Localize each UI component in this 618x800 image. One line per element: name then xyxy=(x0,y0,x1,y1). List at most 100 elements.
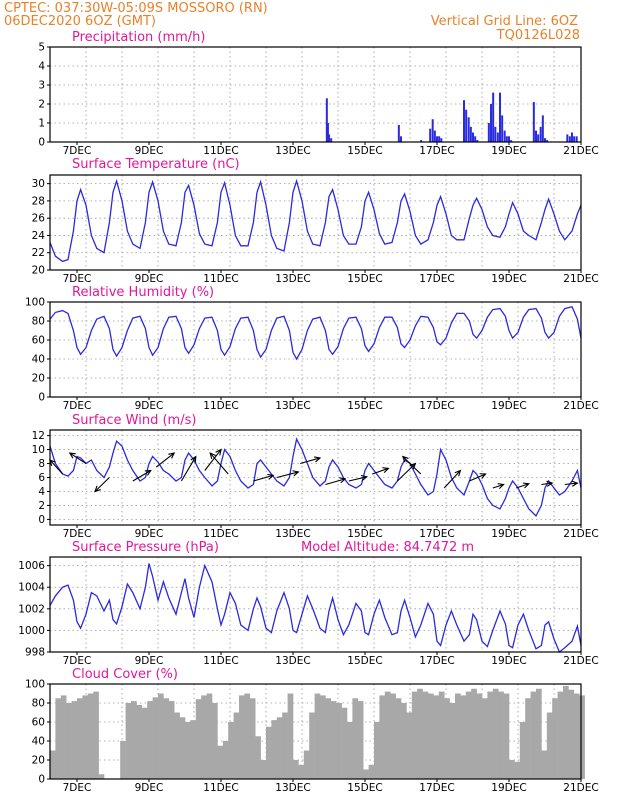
wind-arrow xyxy=(325,477,347,486)
precip-bar xyxy=(420,140,423,142)
cloud-xtick-label: 13DEC xyxy=(275,782,310,794)
cloud-bar xyxy=(347,722,353,779)
pressure-model-altitude: Model Altitude: 84.7472 m xyxy=(301,540,474,555)
pressure-panel: 998 1000 1002 1004 1006 7DEC 9DEC 11DEC 13DEC 15D… xyxy=(18,556,599,667)
cloud-bar xyxy=(498,691,504,779)
rh-ytick-label: 40 xyxy=(32,354,45,366)
cloud-bar xyxy=(557,691,564,779)
cloud-bar xyxy=(336,703,342,779)
precip-ytick-label: 0 xyxy=(38,137,45,149)
temp-frame xyxy=(49,174,582,271)
wind-arrow xyxy=(94,477,110,493)
cloud-bar xyxy=(71,701,78,779)
temp-xtick-label: 11DEC xyxy=(203,273,238,285)
cloud-ytick-label: 100 xyxy=(25,679,45,691)
rh-xtick-label: 17DEC xyxy=(419,400,454,412)
cloud-bar xyxy=(158,693,164,779)
header-grid-note: Vertical Grid Line: 6OZ xyxy=(431,14,578,29)
cloud-bar xyxy=(120,741,126,779)
rh-xtick-label: 13DEC xyxy=(275,400,310,412)
cloud-bar xyxy=(206,693,213,779)
cloud-bar xyxy=(406,712,413,779)
cloud-bar xyxy=(87,693,94,779)
pressure-xtick-label: 17DEC xyxy=(419,655,454,667)
cloud-bar xyxy=(422,691,429,779)
rh-frame xyxy=(49,301,582,398)
rh-ytick-label: 0 xyxy=(38,392,45,404)
wind-arrow xyxy=(253,473,275,482)
precip-bar xyxy=(510,140,513,142)
header-model: TQ0126L028 xyxy=(496,28,580,43)
precip-bar xyxy=(575,136,578,142)
rh-xtick-label: 19DEC xyxy=(491,400,526,412)
temp-ytick-label: 26 xyxy=(32,213,46,225)
temp-ytick-label: 28 xyxy=(32,195,45,207)
cloud-bar xyxy=(168,701,175,779)
cloud-bar xyxy=(368,764,375,779)
precip-xtick-label: 13DEC xyxy=(275,145,310,157)
precip-bar xyxy=(469,126,472,142)
rh-xtick-label: 15DEC xyxy=(347,400,382,412)
cloud-bar xyxy=(482,698,488,779)
precip-bar xyxy=(397,124,400,142)
precip-title: Precipitation (mm/h) xyxy=(72,30,205,45)
temp-line xyxy=(49,178,582,263)
wind-arrow xyxy=(209,452,229,475)
precip-ytick-label: 2 xyxy=(38,99,45,111)
cloud-bar xyxy=(503,693,510,779)
rh-xtick-label: 21DEC xyxy=(563,400,598,412)
cloud-bar xyxy=(147,701,153,779)
wind-xtick-label: 9DEC xyxy=(135,528,164,540)
rh-xtick-label: 9DEC xyxy=(135,400,164,412)
cloud-bar xyxy=(82,695,89,779)
cloud-bar xyxy=(384,691,391,779)
precip-xtick-label: 17DEC xyxy=(419,145,454,157)
cloud-bar xyxy=(530,691,537,779)
cloud-bar xyxy=(249,698,256,779)
precip-xtick-label: 21DEC xyxy=(563,145,598,157)
wind-ytick-label: 10 xyxy=(32,444,45,456)
cloud-bar xyxy=(541,750,548,779)
wind-arrow xyxy=(516,482,530,489)
cloud-xtick-label: 7DEC xyxy=(63,782,92,794)
wind-ytick-label: 6 xyxy=(38,472,45,484)
precip-bar xyxy=(508,136,510,142)
cloud-bar xyxy=(573,693,580,779)
cloud-xtick-label: 9DEC xyxy=(135,782,164,794)
rh-ytick-label: 20 xyxy=(32,373,45,385)
cloud-bar xyxy=(471,688,477,779)
cloud-bar xyxy=(66,703,72,779)
cloud-bar xyxy=(174,712,180,779)
cloud-ytick-label: 80 xyxy=(32,698,45,710)
cloud-bar xyxy=(487,691,494,779)
precip-bar xyxy=(429,128,432,142)
wind-arrow xyxy=(372,467,390,475)
cloud-bar xyxy=(514,761,521,779)
precip-bar xyxy=(571,132,573,142)
cloud-bar xyxy=(255,736,261,779)
precip-panel: 0 1 2 3 4 5 7DEC 9DEC 11DEC 13DEC 15DEC 17DEC 19DEC 2… xyxy=(38,42,598,158)
cloud-xtick-label: 19DEC xyxy=(491,782,526,794)
precip-bar xyxy=(535,130,537,142)
precip-bar xyxy=(539,126,542,142)
cloud-bar xyxy=(260,760,267,779)
pressure-xtick-label: 11DEC xyxy=(203,655,238,667)
rh-title: Relative Humidity (%) xyxy=(72,285,214,300)
cloud-bar xyxy=(50,750,56,779)
wind-arrow xyxy=(68,452,87,464)
cloud-bar xyxy=(563,685,569,779)
cloud-bar xyxy=(428,693,434,779)
temp-title: Surface Temperature (nC) xyxy=(72,157,240,172)
wind-arrow xyxy=(492,483,505,490)
cloud-bar xyxy=(460,695,467,779)
wind-arrow xyxy=(443,469,462,489)
cloud-bar xyxy=(438,691,445,779)
cloud-bar xyxy=(152,697,159,779)
wind-xtick-label: 21DEC xyxy=(563,528,598,540)
cloud-bar xyxy=(282,712,288,779)
cloud-bar xyxy=(276,717,283,779)
wind-arrow xyxy=(564,480,579,487)
cloud-bar xyxy=(519,722,526,779)
wind-arrow xyxy=(276,470,300,479)
